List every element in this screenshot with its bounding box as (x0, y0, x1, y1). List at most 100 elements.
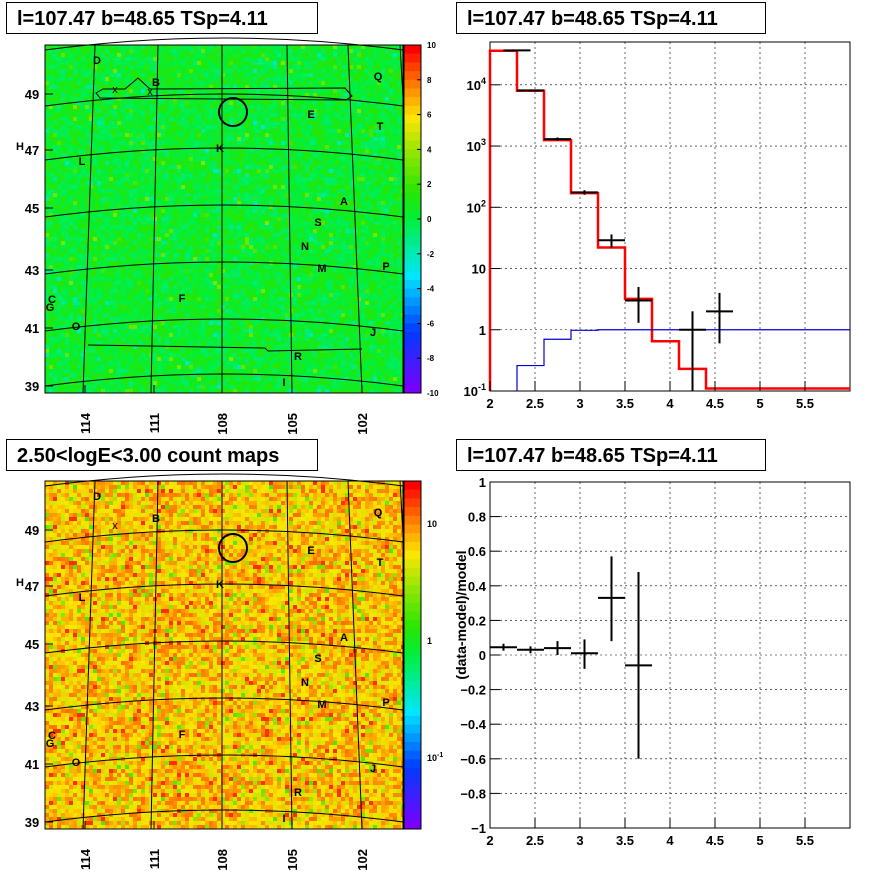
colorbar-segment (404, 227, 421, 237)
colorbar: 10 8 6 4 2 0 -2 -4 -6 -8 -10 (403, 41, 439, 398)
colorbar-segment (404, 288, 421, 298)
model-histogram-blue (516, 329, 850, 391)
x-tick-label: 102 (355, 849, 370, 871)
colorbar-tick-label: -10 (427, 389, 439, 398)
source-label: T (377, 557, 384, 569)
colorbar-segment (404, 820, 421, 830)
latitude-line (44, 809, 404, 823)
colorbar-segment (404, 53, 421, 63)
colorbar-segment (404, 184, 421, 194)
colorbar-segment (404, 655, 421, 665)
colorbar-segment (404, 166, 421, 176)
colorbar-segment (404, 114, 421, 124)
longitude-line (82, 480, 96, 830)
source-label: D (93, 55, 101, 67)
source-label: K (216, 579, 224, 591)
y-tick-label: 10-1 (464, 382, 486, 399)
colorbar-segment (404, 219, 421, 229)
x-tick-label: 4.5 (706, 833, 724, 848)
source-label: E (307, 545, 314, 557)
map-axes: 49 47 45 43 41 39 114 111 108 105 102 (25, 523, 370, 871)
y-tick-label: 43 (25, 263, 39, 278)
colorbar-segment (404, 785, 421, 795)
source-label: K (216, 143, 224, 155)
colorbar-segment (404, 71, 421, 81)
colorbar-tick-label: -8 (427, 354, 435, 363)
map-frame (44, 44, 404, 394)
colorbar-tick-label: -4 (427, 285, 435, 294)
y-tick-label: 47 (25, 143, 39, 158)
x-tick-label: 3 (576, 396, 583, 411)
heatmap-cells (45, 481, 405, 829)
source-label: J (370, 327, 376, 339)
colorbar-segment (404, 663, 421, 673)
source-label: C (48, 294, 56, 306)
source-label: F (179, 729, 186, 741)
br-residual-panel: 2 2.5 3 3.5 4 4.5 5 5.5 1 0.8 0.6 0.4 0.2 0 −0.2 −0.4 −0… (448, 436, 896, 872)
coordinate-grid (44, 37, 421, 394)
colorbar-segment (404, 358, 421, 368)
region-outline-top (95, 77, 353, 101)
colorbar-segment (404, 533, 421, 543)
longitude-line (286, 480, 293, 830)
colorbar-tick-label: 4 (427, 145, 432, 154)
x-tick-label: 2.5 (526, 833, 544, 848)
source-label: L (79, 592, 86, 604)
bl-title: 2.50<logE<3.00 count maps (6, 439, 318, 471)
source-label: S (314, 217, 321, 229)
latitude-line (44, 147, 404, 161)
source-label: M (317, 699, 326, 711)
latitude-line (44, 37, 404, 51)
source-label: B (152, 77, 160, 89)
x-tick-label: 2.5 (526, 396, 544, 411)
source-label: I (282, 377, 285, 389)
colorbar-segment (404, 349, 421, 359)
source-label: F (179, 293, 186, 305)
source-label: P (382, 697, 389, 709)
latitude-line (44, 373, 404, 387)
colorbar-tick-label: 10 (427, 519, 437, 529)
source-label: R (294, 787, 302, 799)
colorbar-segment (404, 140, 421, 150)
colorbar-segment (404, 481, 421, 491)
x-tick-label: 4 (666, 833, 674, 848)
tr-spectrum-panel: 2 2.5 3 3.5 4 4.5 5 5.5 10-1 1 10 102 103 104 l=107.4… (448, 0, 896, 436)
source-label: H (16, 577, 24, 589)
x-tick-label: 5.5 (796, 396, 814, 411)
colorbar-segment (404, 297, 421, 307)
x-tick-label: 3.5 (616, 833, 634, 848)
x-tick-label: 114 (78, 412, 93, 434)
source-label: A (340, 632, 348, 644)
colorbar-tick-label: 1 (427, 636, 432, 646)
y-tick-label: 39 (25, 379, 39, 394)
longitude-line (82, 44, 96, 394)
data-points (503, 49, 733, 391)
colorbar-segment (404, 515, 421, 525)
colorbar-segment (404, 576, 421, 586)
colorbar-segment (404, 768, 421, 778)
source-label: O (72, 757, 81, 769)
x-tick-label: 2 (486, 396, 493, 411)
y-tick-label: 104 (467, 76, 486, 93)
y-tick-label: −0.4 (460, 717, 486, 732)
colorbar-segment (404, 132, 421, 142)
source-label: G (46, 738, 55, 750)
x-tick-label: 114 (78, 848, 93, 870)
colorbar-segment (404, 620, 421, 630)
residual-grid (490, 482, 850, 828)
source-label: S (314, 653, 321, 665)
colorbar-segment (404, 158, 421, 168)
spectrum-grid (490, 42, 850, 391)
colorbar-segment (404, 585, 421, 595)
y-tick-label: 1 (479, 323, 486, 338)
source-label: L (79, 156, 86, 168)
spectrum-axes: 2 2.5 3 3.5 4 4.5 5 5.5 10-1 1 10 102 103 104 (464, 76, 815, 411)
colorbar-segment (404, 602, 421, 612)
source-label: E (307, 109, 314, 121)
source-label: H (16, 141, 24, 153)
source-label: Q (374, 507, 383, 519)
source-circle (218, 533, 248, 563)
latitude-line (44, 318, 404, 332)
